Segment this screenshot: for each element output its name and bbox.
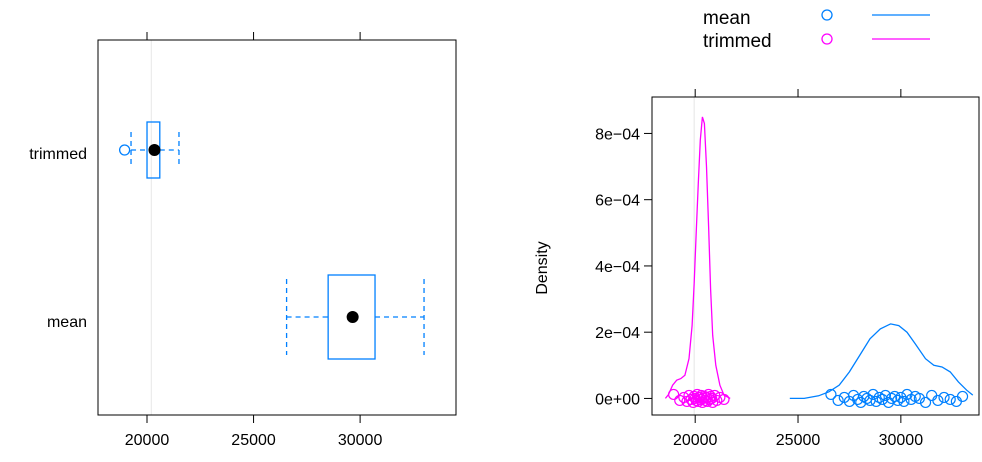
rug-point-mean <box>825 388 837 401</box>
box-iqr <box>327 274 376 360</box>
boxplot-x-axis: 20000 25000 30000 <box>125 32 383 449</box>
y-tick-label: 4e−04 <box>595 259 640 276</box>
rug-point-mean <box>938 391 950 404</box>
rug-point-trimmed <box>667 388 680 401</box>
rug-point-mean <box>879 389 892 402</box>
y-tick-label: 2e−04 <box>595 325 640 342</box>
rug-point-mean <box>832 394 844 407</box>
legend: mean trimmed <box>703 8 930 52</box>
outlier-point <box>118 144 131 156</box>
category-label-mean: mean <box>47 314 87 331</box>
x-tick-label: 30000 <box>879 432 924 449</box>
boxplot-boxes <box>118 121 425 360</box>
box-trimmed <box>118 121 180 179</box>
x-tick-label: 25000 <box>231 432 276 449</box>
median-dot <box>148 144 161 156</box>
rug-point-trimmed <box>706 392 718 405</box>
legend-point-trimmed <box>821 33 833 45</box>
legend-point-mean <box>821 9 833 21</box>
rug-point-mean <box>843 395 856 408</box>
boxplot-y-axis: trimmed mean <box>29 146 87 331</box>
x-tick-label: 20000 <box>125 432 170 449</box>
rug-point-mean <box>932 394 944 407</box>
rug-point-trimmed <box>718 393 730 406</box>
rug-point-mean <box>885 392 898 405</box>
rug-point-mean <box>892 394 904 407</box>
rug-point-trimmed <box>711 394 723 407</box>
y-tick-label: 6e−04 <box>595 193 640 210</box>
rug-point-mean <box>867 388 879 401</box>
density-frame <box>651 96 980 416</box>
rug-point-trimmed <box>709 389 721 402</box>
y-tick-label: 8e−04 <box>595 126 640 143</box>
x-tick-label: 25000 <box>776 432 821 449</box>
legend-entry-trimmed: trimmed <box>703 31 930 52</box>
density-series <box>664 116 974 409</box>
series-mean <box>789 323 974 409</box>
median-dot <box>346 311 359 323</box>
rug-point-mean <box>919 396 932 409</box>
legend-label-trimmed: trimmed <box>703 31 772 52</box>
rug-point-mean <box>898 395 910 408</box>
category-label-trimmed: trimmed <box>29 146 87 163</box>
density-y-axis-label: Density <box>534 241 551 294</box>
boxplot-panel: 20000 25000 30000 trimmed mean <box>29 32 457 449</box>
rug-point-mean <box>944 393 956 406</box>
series-trimmed <box>664 116 731 409</box>
box-mean <box>285 274 425 360</box>
boxplot-frame <box>97 39 457 416</box>
density-panel: 20000 25000 30000 0e+00 2e−04 4e−04 6e−04 8e−0… <box>534 89 980 449</box>
rug-point-mean <box>852 393 864 406</box>
legend-label-mean: mean <box>703 8 751 29</box>
rug-point-mean <box>913 392 925 405</box>
rug-point-mean <box>926 389 938 402</box>
x-tick-label: 20000 <box>673 432 718 449</box>
legend-entry-mean: mean <box>703 8 930 29</box>
density-curve-trimmed <box>664 116 731 399</box>
x-tick-label: 30000 <box>338 432 383 449</box>
rug-point-mean <box>950 395 962 408</box>
density-curve-mean <box>789 323 974 400</box>
rug-point-mean <box>956 390 969 403</box>
rug-point-mean <box>873 391 885 404</box>
y-tick-label: 0e+00 <box>595 391 640 408</box>
density-x-axis: 20000 25000 30000 <box>673 89 923 449</box>
density-y-axis: 0e+00 2e−04 4e−04 6e−04 8e−04 <box>595 126 652 408</box>
